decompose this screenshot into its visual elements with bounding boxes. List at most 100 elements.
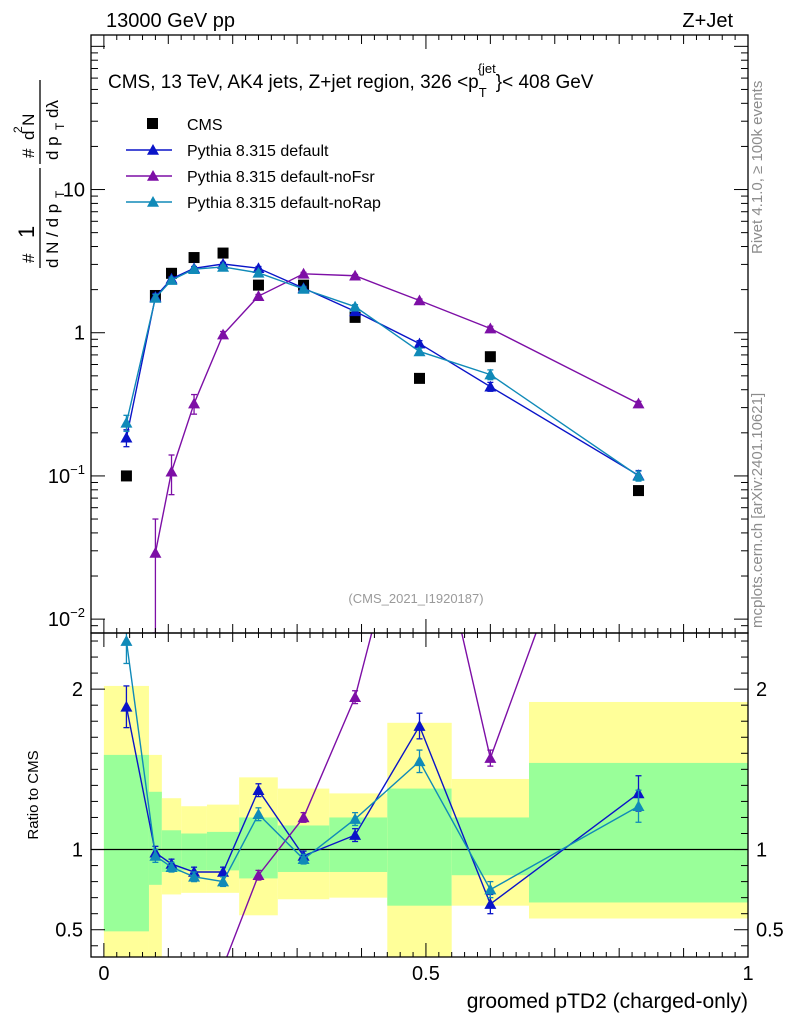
svg-text:d p: d p <box>43 136 62 160</box>
svg-text:#: # <box>19 253 38 263</box>
pythia-8-315-default-nofsr-ratio-point <box>633 346 645 357</box>
pythia-8-315-default-nofsr-ratio-point <box>188 989 200 1000</box>
pythia-8-315-default-nofsr-ratio-line <box>226 633 537 957</box>
legend-marker-pythia-8-315-default-nofsr <box>147 170 159 181</box>
cms-point <box>252 279 264 291</box>
ratio-y-tick-label: 2 <box>72 679 83 701</box>
pythia-8-315-default-point <box>120 431 133 443</box>
pythia-8-315-default-ratio-point <box>413 720 426 731</box>
pythia-8-315-default-norap-point <box>165 274 178 285</box>
band-inner-2 <box>161 830 182 872</box>
y-tick-label: 10−2 <box>48 605 85 631</box>
pythia-8-315-default-point <box>484 380 497 392</box>
y-tick-label: 1 <box>74 323 85 345</box>
cms-point <box>349 311 361 323</box>
pythia-8-315-default-norap-ratio-point <box>349 813 362 824</box>
pythia-8-315-default-norap-ratio-point <box>252 808 265 820</box>
legend-label-pythia-8-315-default-norap: Pythia 8.315 default-noRap <box>187 195 381 212</box>
pythia-8-315-default-norap-ratio-point <box>297 853 310 864</box>
cms-point <box>414 372 425 384</box>
pythia-8-315-default-norap-line <box>125 266 639 477</box>
svg-text:1: 1 <box>14 226 39 238</box>
ratio-y-tick-label-right: 2 <box>756 679 767 701</box>
svg-text:2: 2 <box>11 126 25 133</box>
cms-point <box>188 252 200 264</box>
x-tick-label: 0 <box>98 963 109 985</box>
pythia-8-315-default-nofsr-line <box>154 273 639 554</box>
x-tick-label: 1 <box>742 963 753 985</box>
pythia-8-315-default-norap-ratio-point <box>217 875 230 887</box>
pythia-8-315-default-nofsr-point <box>217 328 230 340</box>
pythia-8-315-default-nofsr-point <box>484 322 497 334</box>
legend-label-pythia-8-315-default-nofsr: Pythia 8.315 default-noFsr <box>187 169 375 186</box>
pythia-8-315-default-nofsr-ratio-point <box>484 752 497 763</box>
pythia-8-315-default-nofsr-ratio-point <box>414 443 426 454</box>
svg-text:#: # <box>19 148 38 158</box>
pythia-8-315-default-norap-point <box>413 345 426 357</box>
legend-label-cms: CMS <box>187 117 223 134</box>
legend-marker-pythia-8-315-default <box>147 144 159 155</box>
pythia-8-315-default-nofsr-point <box>413 294 426 306</box>
pythia-8-315-default-nofsr-ratio-point <box>149 1001 161 1012</box>
legend-label-pythia-8-315-default: Pythia 8.315 default <box>187 143 329 160</box>
pythia-8-315-default-norap-ratio-point <box>165 861 178 872</box>
x-tick-label: 0.5 <box>412 963 440 985</box>
pythia-8-315-default-nofsr-point <box>188 397 201 409</box>
pythia-8-315-default-nofsr-point <box>632 397 645 409</box>
pythia-8-315-default-ratio-point <box>252 784 265 795</box>
band-inner-4 <box>206 831 240 871</box>
ratio-frame <box>90 632 749 958</box>
pythia-8-315-default-nofsr-ratio-point <box>297 811 310 823</box>
band-inner-8 <box>387 788 452 906</box>
cms-point <box>633 485 644 497</box>
pythia-8-315-default-norap-ratio-point <box>120 635 133 646</box>
cms-point <box>217 247 229 259</box>
mcplots-label: mcplots.cern.ch [arXiv:2401.10621] <box>749 393 766 628</box>
band-inner-7 <box>329 817 388 872</box>
svg-text:dλ: dλ <box>43 100 62 118</box>
pythia-8-315-default-norap-point <box>349 300 362 312</box>
band-inner-3 <box>181 833 207 871</box>
header-left: 13000 GeV pp <box>106 10 235 32</box>
svg-text:d N: d N <box>19 114 38 140</box>
pythia-8-315-default-norap-point <box>484 368 497 380</box>
svg-text:d N / d p: d N / d p <box>43 204 62 268</box>
pythia-8-315-default-nofsr-ratio-point <box>252 869 265 880</box>
chart-title: CMS, 13 TeV, AK4 jets, Z+jet region, 326… <box>108 61 594 100</box>
band-inner-0 <box>103 754 149 932</box>
ratio-y-tick-label: 0.5 <box>55 920 83 942</box>
pythia-8-315-default-nofsr-point <box>252 290 265 301</box>
pythia-8-315-default-norap-point <box>217 260 230 272</box>
pythia-8-315-default-nofsr-point <box>165 465 178 477</box>
header-right: Z+Jet <box>682 10 733 32</box>
pythia-8-315-default-nofsr-point <box>297 267 310 279</box>
main-y-axis-label: # 1 d N / d p T # 2 d N d p T dλ <box>11 80 67 268</box>
pythia-8-315-default-norap-point <box>149 291 162 303</box>
pythia-8-315-default-norap-ratio-point <box>484 883 497 895</box>
legend-marker-pythia-8-315-default-norap <box>147 196 159 207</box>
pythia-8-315-default-nofsr-ratio-point <box>217 961 229 972</box>
ratio-y-tick-label-right: 1 <box>756 840 767 862</box>
y-tick-label: 10 <box>63 180 85 202</box>
band-inner-1 <box>148 791 162 885</box>
ratio-y-axis-label: Ratio to CMS <box>25 750 42 839</box>
pythia-8-315-default-nofsr-ratio-point <box>349 691 362 702</box>
pythia-8-315-default-norap-ratio-point <box>632 800 645 812</box>
legend-marker-cms <box>147 118 158 129</box>
pythia-8-315-default-nofsr-point <box>349 269 362 281</box>
pythia-8-315-default-norap-ratio-point <box>149 849 162 861</box>
pythia-8-315-default-nofsr-ratio-point <box>166 997 178 1008</box>
pythia-8-315-default-line <box>125 263 639 476</box>
analysis-watermark: (CMS_2021_I1920187) <box>348 591 483 606</box>
y-tick-label: 10−1 <box>48 462 85 488</box>
pythia-8-315-default-ratio-point <box>349 829 362 840</box>
pythia-8-315-default-norap-point <box>297 283 310 294</box>
pythia-8-315-default-ratio-point <box>217 865 230 877</box>
x-axis-label: groomed pTD2 (charged-only) <box>467 990 748 1013</box>
svg-text:T: T <box>53 190 67 198</box>
pythia-8-315-default-ratio-point <box>484 898 497 909</box>
pythia-8-315-default-norap-point <box>120 416 133 428</box>
rivet-label: Rivet 4.1.0, ≥ 100k events <box>749 81 766 254</box>
pythia-8-315-default-nofsr-point <box>149 546 162 558</box>
